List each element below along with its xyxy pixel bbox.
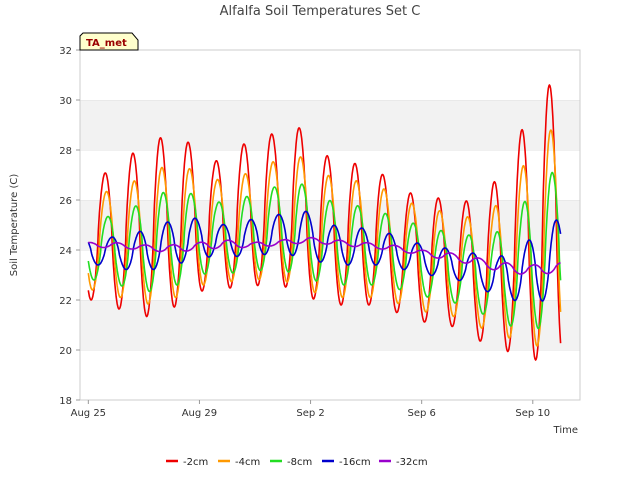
plot-frame — [79, 49, 581, 401]
y-tick-label: 20 — [59, 346, 72, 357]
legend-item: -4cm — [218, 457, 260, 468]
chart-title: Alfalfa Soil Temperatures Set C — [220, 4, 421, 19]
legend-item: -16cm — [322, 457, 371, 468]
grid-band — [80, 100, 580, 150]
grid-band — [80, 300, 580, 350]
x-tick-label: Sep 6 — [407, 408, 435, 419]
x-tick-label: Sep 10 — [515, 408, 550, 419]
y-ticks: 18 20 22 24 26 28 30 32 — [59, 46, 80, 407]
series-line-minus-32cm — [88, 236, 561, 275]
annotation-badge-box — [79, 32, 139, 51]
legend-label: -32cm — [396, 457, 428, 468]
annotation-label: TA_met — [86, 38, 127, 49]
legend-item: -8cm — [270, 457, 312, 468]
legend-item: -32cm — [379, 457, 428, 468]
x-ticks: Aug 25 Aug 29 Sep 2 Sep 6 Sep 10 — [71, 400, 550, 419]
series-line-minus-16cm — [87, 210, 562, 302]
x-tick-label: Aug 25 — [71, 408, 106, 419]
y-tick-label: 24 — [59, 246, 72, 257]
grid-band — [80, 350, 580, 400]
grid-band — [80, 250, 580, 300]
series-line-minus-8cm — [87, 171, 562, 330]
x-tick-label: Aug 29 — [182, 408, 217, 419]
x-axis-label: Time — [553, 425, 578, 436]
x-tick-label: Sep 2 — [296, 408, 324, 419]
plot-lines — [87, 84, 562, 361]
y-tick-label: 26 — [59, 196, 72, 207]
y-tick-label: 22 — [59, 296, 72, 307]
y-axis-label: Soil Temperature (C) — [9, 174, 20, 277]
y-tick-label: 30 — [59, 96, 72, 107]
y-tick-label: 18 — [59, 396, 72, 407]
legend-label: -16cm — [339, 457, 371, 468]
grid-band — [80, 50, 580, 100]
y-tick-label: 28 — [59, 146, 72, 157]
legend: -2cm -4cm -8cm -16cm -32cm — [166, 457, 428, 468]
legend-label: -2cm — [183, 457, 208, 468]
annotation-badge: TA_met — [79, 32, 139, 51]
legend-label: -8cm — [287, 457, 312, 468]
legend-item: -2cm — [166, 457, 208, 468]
legend-label: -4cm — [235, 457, 260, 468]
y-tick-label: 32 — [59, 46, 72, 57]
